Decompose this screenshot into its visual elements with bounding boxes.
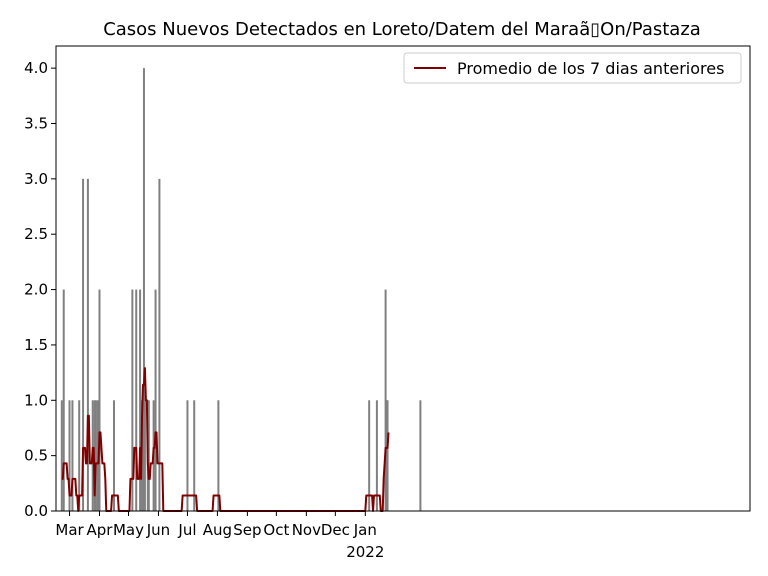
y-tick-label: 1.0 [24, 391, 48, 409]
x-axis: Mar Apr May Jun Jul Aug Sep Oct Nov Dec Jan 2022 [55, 511, 384, 561]
bar [82, 178, 85, 512]
bar [158, 178, 161, 512]
bar [186, 400, 189, 511]
x-tick-label: Nov [292, 521, 321, 539]
bar [154, 289, 157, 511]
y-tick-label: 4.0 [24, 59, 48, 77]
x-tick-label: Dec [321, 521, 350, 539]
bar [419, 400, 422, 511]
bar [94, 400, 97, 511]
bar [71, 400, 74, 511]
line-layer [61, 367, 390, 512]
bar [68, 400, 71, 511]
y-axis: 0.0 0.5 1.0 1.5 2.0 2.5 3.0 3.5 4.0 [24, 59, 56, 520]
y-tick-label: 1.5 [24, 336, 48, 354]
bar [147, 400, 150, 511]
bar [135, 289, 138, 511]
legend-label: Promedio de los 7 dias anteriores [457, 59, 724, 78]
x-tick-sublabel: 2022 [346, 543, 384, 561]
y-tick-label: 3.5 [24, 115, 48, 133]
bar [143, 400, 146, 511]
x-tick-label: May [113, 521, 144, 539]
bar [78, 400, 81, 511]
y-tick-label: 0.0 [24, 502, 48, 520]
bar [86, 178, 89, 512]
chart-title: Casos Nuevos Detectados en Loreto/Datem … [103, 19, 701, 40]
y-tick-label: 2.5 [24, 225, 48, 243]
plot-frame [55, 45, 751, 512]
bar [193, 400, 196, 511]
y-tick-label: 3.0 [24, 170, 48, 188]
bar [384, 289, 387, 511]
bar [98, 289, 101, 511]
legend: Promedio de los 7 dias anteriores [403, 52, 742, 84]
x-tick-label: Jun [146, 521, 170, 539]
x-tick-label: Aug [203, 521, 232, 539]
series-line [61, 367, 390, 512]
x-tick-label: Jul [177, 521, 196, 539]
y-tick-label: 2.0 [24, 281, 48, 299]
bar [375, 400, 378, 511]
bar [142, 68, 145, 511]
bar [62, 289, 65, 511]
bar [139, 289, 142, 511]
x-tick-label: Oct [263, 521, 289, 539]
bar [368, 400, 371, 511]
x-tick-label: Jan [353, 521, 377, 539]
bar [386, 400, 389, 511]
bar [217, 400, 220, 511]
bar [96, 400, 99, 511]
bar [131, 289, 134, 511]
legend-box [403, 52, 742, 84]
bar [60, 400, 63, 511]
bar [112, 400, 115, 511]
x-tick-label: Mar [55, 521, 84, 539]
x-tick-label: Sep [233, 521, 261, 539]
y-tick-label: 0.5 [24, 447, 48, 465]
x-tick-label: Apr [87, 521, 114, 539]
